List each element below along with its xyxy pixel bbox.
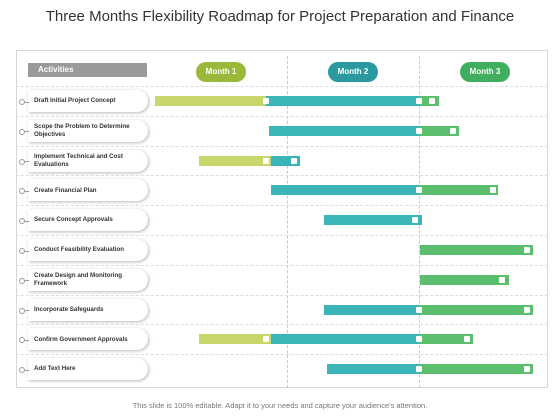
milestone-marker bbox=[416, 366, 422, 373]
row-divider bbox=[16, 205, 548, 207]
gantt-bar-segment bbox=[271, 185, 419, 196]
gantt-bar-segment bbox=[326, 364, 419, 375]
month-header-2: Month 2 bbox=[328, 62, 378, 82]
gantt-bar-segment bbox=[268, 125, 419, 136]
gantt-bar-segment bbox=[271, 155, 301, 166]
gantt-bar-segment bbox=[419, 304, 533, 315]
row-bullet-icon bbox=[19, 128, 29, 135]
milestone-marker bbox=[416, 306, 422, 313]
milestone-marker bbox=[524, 366, 531, 373]
milestone-marker bbox=[463, 336, 470, 343]
activity-text: Implement Technical and Cost Evaluations bbox=[34, 153, 123, 168]
gantt-bar-segment bbox=[419, 334, 474, 345]
milestone-marker bbox=[262, 157, 269, 164]
month-header-1: Month 1 bbox=[196, 62, 246, 82]
month-divider bbox=[287, 56, 288, 388]
roadmap-board: Activities Month 1 Month 2 Month 3 Draft In… bbox=[10, 48, 550, 390]
milestone-marker bbox=[416, 336, 422, 343]
activity-text: Create Financial Plan bbox=[34, 186, 97, 194]
row-bullet-icon bbox=[19, 99, 29, 105]
activity-label: Draft Initial Project Concept bbox=[19, 90, 148, 112]
gantt-bar-segment bbox=[323, 304, 419, 315]
footer-note: This slide is 100% editable. Adapt it to… bbox=[132, 401, 428, 410]
milestone-marker bbox=[450, 127, 457, 134]
gantt-bar-segment bbox=[420, 245, 533, 255]
row-bullet-icon bbox=[19, 248, 29, 254]
row-bullet-icon bbox=[19, 277, 29, 284]
month-header-3: Month 3 bbox=[460, 62, 510, 82]
gantt-bar-segment bbox=[198, 155, 272, 166]
row-divider bbox=[16, 264, 548, 266]
activity-label: Confirm Government Approvals bbox=[19, 328, 148, 351]
milestone-marker bbox=[290, 157, 297, 164]
activity-text: Add Text Here bbox=[34, 365, 76, 373]
activity-label: Add Text Here bbox=[19, 358, 148, 381]
row-divider bbox=[16, 324, 548, 326]
roadmap-frame bbox=[16, 50, 548, 388]
activity-text: Create Design and Monitoring Framework bbox=[34, 272, 123, 287]
milestone-marker bbox=[524, 306, 531, 313]
milestone-marker bbox=[416, 187, 422, 194]
milestone-marker bbox=[416, 98, 422, 104]
milestone-marker bbox=[262, 98, 269, 104]
gantt-bar-segment bbox=[271, 334, 419, 345]
slide-title: Three Months Flexibility Roadmap for Pro… bbox=[45, 8, 515, 25]
activity-label: Implement Technical and Cost Evaluations bbox=[19, 149, 148, 172]
activity-text: Confirm Government Approvals bbox=[34, 335, 128, 343]
gantt-bar-segment bbox=[323, 215, 422, 226]
activity-label: Create Design and Monitoring Framework bbox=[19, 268, 148, 291]
activity-text: Secure Concept Approvals bbox=[34, 216, 113, 224]
row-divider bbox=[16, 354, 548, 356]
activity-text: Draft Initial Project Concept bbox=[34, 97, 116, 105]
milestone-marker bbox=[412, 217, 419, 224]
milestone-marker bbox=[262, 336, 269, 343]
gantt-bar-segment bbox=[419, 96, 439, 106]
row-divider bbox=[16, 115, 548, 117]
row-divider bbox=[16, 86, 548, 87]
activity-label: Incorporate Safeguards bbox=[19, 298, 148, 321]
row-divider bbox=[16, 294, 548, 296]
row-divider bbox=[16, 145, 548, 147]
activity-label: Scope the Problem to Determine Objective… bbox=[19, 119, 148, 142]
activity-text: Conduct Feasibility Evaluation bbox=[34, 246, 125, 254]
activity-text: Scope the Problem to Determine Objective… bbox=[34, 123, 130, 138]
row-divider bbox=[16, 175, 548, 177]
gantt-bar-segment bbox=[419, 125, 459, 136]
row-bullet-icon bbox=[19, 337, 29, 344]
gantt-bar-segment bbox=[198, 334, 272, 345]
activity-text: Incorporate Safeguards bbox=[34, 305, 104, 313]
milestone-marker bbox=[489, 187, 496, 194]
milestone-marker bbox=[429, 98, 436, 104]
row-bullet-icon bbox=[19, 188, 29, 195]
milestone-marker bbox=[499, 276, 506, 283]
gantt-bar-segment bbox=[419, 185, 499, 196]
row-divider bbox=[16, 235, 548, 236]
milestone-marker bbox=[416, 127, 422, 134]
activity-label: Secure Concept Approvals bbox=[19, 209, 148, 232]
milestone-marker bbox=[524, 247, 531, 253]
gantt-bar-segment bbox=[265, 96, 419, 106]
row-bullet-icon bbox=[19, 218, 29, 225]
row-bullet-icon bbox=[19, 367, 29, 374]
row-bullet-icon bbox=[19, 307, 29, 314]
gantt-bar-segment bbox=[155, 96, 266, 106]
row-bullet-icon bbox=[19, 158, 29, 165]
activity-label: Conduct Feasibility Evaluation bbox=[19, 239, 148, 261]
activity-label: Create Financial Plan bbox=[19, 179, 148, 202]
gantt-bar-segment bbox=[419, 364, 533, 375]
activities-header: Activities bbox=[28, 63, 147, 77]
gantt-bar-segment bbox=[420, 274, 509, 285]
